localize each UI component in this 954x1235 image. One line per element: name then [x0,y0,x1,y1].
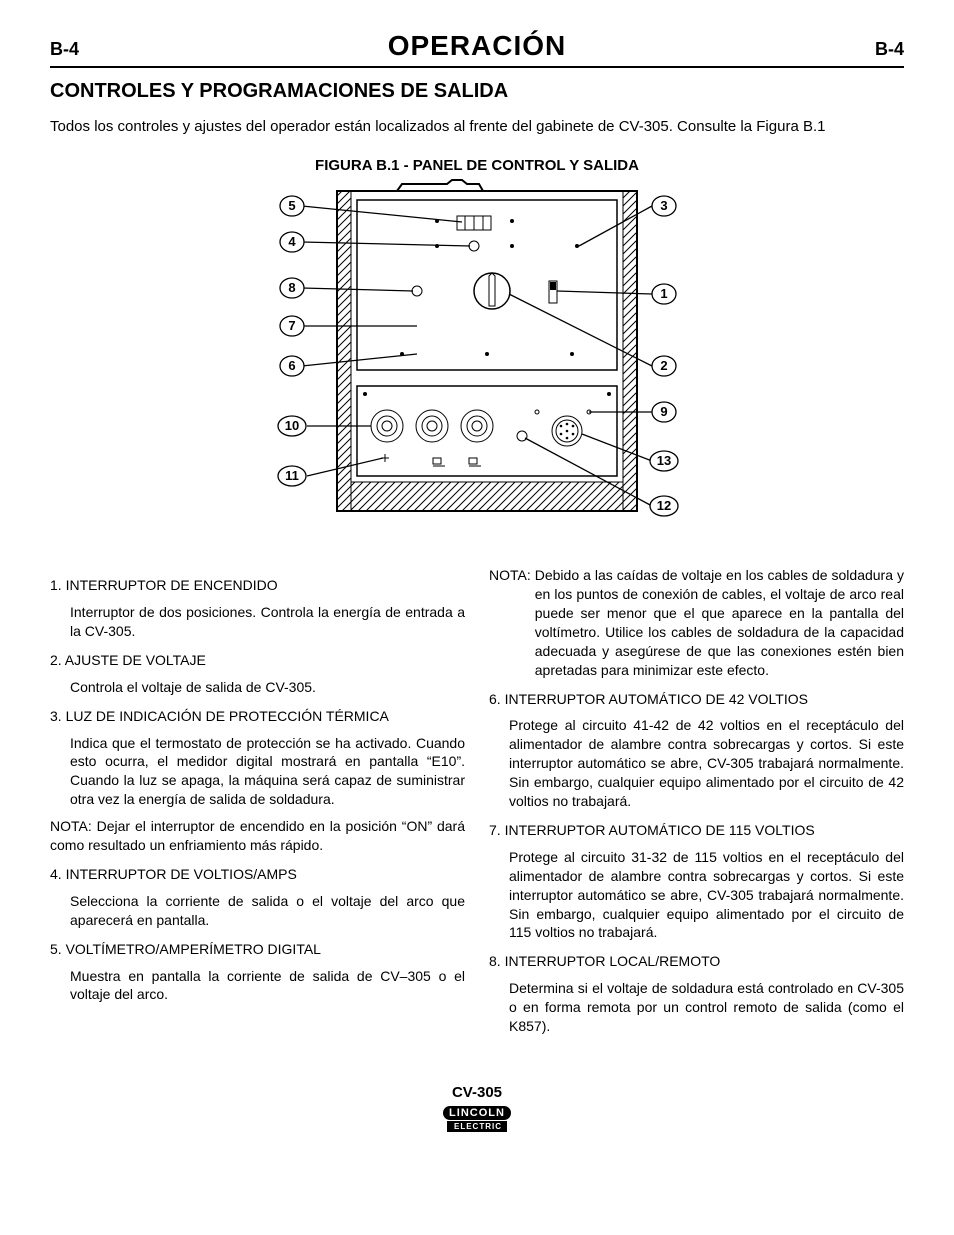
callout-4: 4 [288,234,296,249]
note-label: NOTA: [489,566,531,679]
item-3-body: Indica que el termostato de protección s… [70,734,465,810]
header-right: B-4 [875,39,904,60]
item-8-body: Determina si el voltaje de soldadura est… [509,979,904,1036]
header-left: B-4 [50,39,79,60]
callout-7: 7 [288,318,295,333]
callout-5: 5 [288,198,295,213]
figure-diagram: 5 4 8 7 6 10 11 [50,176,904,536]
item-7-body: Protege al circuito 31-32 de 115 voltios… [509,848,904,942]
footer-model: CV-305 [50,1084,904,1101]
right-column: NOTA: Debido a las caídas de voltaje en … [489,566,904,1044]
left-column: 1. INTERRUPTOR DE ENCENDIDO Interruptor … [50,566,465,1044]
callout-1: 1 [660,286,667,301]
page-header: B-4 OPERACIÓN B-4 [50,30,904,68]
section-title: CONTROLES Y PROGRAMACIONES DE SALIDA [50,80,904,103]
lincoln-logo: LINCOLN ELECTRIC [443,1103,511,1132]
callout-11: 11 [285,468,299,483]
callout-10: 10 [285,418,299,433]
callout-13: 13 [657,453,671,468]
figure-caption: FIGURA B.1 - PANEL DE CONTROL Y SALIDA [50,157,904,174]
callout-6: 6 [288,358,295,373]
callout-8: 8 [288,280,295,295]
callout-3: 3 [660,198,667,213]
item-1-head: 1. INTERRUPTOR DE ENCENDIDO [50,576,465,595]
note-text: Debido a las caídas de voltaje en los ca… [535,566,904,679]
item-3-note: NOTA: Dejar el interruptor de encendido … [50,817,465,855]
item-3-head: 3. LUZ DE INDICACIÓN DE PROTECCIÓN TÉRMI… [50,707,465,726]
item-6-head: 6. INTERRUPTOR AUTOMÁTICO DE 42 VOLTIOS [489,690,904,709]
right-note: NOTA: Debido a las caídas de voltaje en … [489,566,904,679]
callout-2: 2 [660,358,667,373]
intro-text: Todos los controles y ajustes del operad… [50,117,904,137]
header-title: OPERACIÓN [388,30,567,62]
item-4-body: Selecciona la corriente de salida o el v… [70,892,465,930]
item-7-head: 7. INTERRUPTOR AUTOMÁTICO DE 115 VOLTIOS [489,821,904,840]
callout-12: 12 [657,498,671,513]
callout-9: 9 [660,404,667,419]
page-footer: CV-305 LINCOLN ELECTRIC [50,1084,904,1134]
item-2-body: Controla el voltaje de salida de CV-305. [70,678,465,697]
item-5-body: Muestra en pantalla la corriente de sali… [70,967,465,1005]
item-5-head: 5. VOLTÍMETRO/AMPERÍMETRO DIGITAL [50,940,465,959]
item-2-head: 2. AJUSTE DE VOLTAJE [50,651,465,670]
item-1-body: Interruptor de dos posiciones. Controla … [70,603,465,641]
logo-bottom: ELECTRIC [447,1121,507,1132]
item-8-head: 8. INTERRUPTOR LOCAL/REMOTO [489,952,904,971]
item-4-head: 4. INTERRUPTOR DE VOLTIOS/AMPS [50,865,465,884]
logo-top: LINCOLN [443,1106,511,1120]
note-text: Dejar el interruptor de encendido en la … [50,818,465,853]
content-columns: 1. INTERRUPTOR DE ENCENDIDO Interruptor … [50,566,904,1044]
item-6-body: Protege al circuito 41-42 de 42 voltios … [509,716,904,810]
note-label: NOTA: [50,818,92,834]
